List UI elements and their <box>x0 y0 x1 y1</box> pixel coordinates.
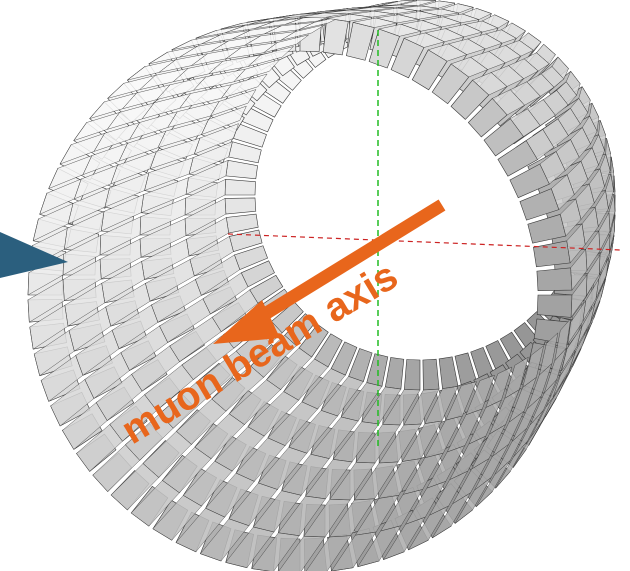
detector-tile <box>76 424 123 472</box>
detector-stave-band <box>99 6 611 501</box>
detector-tile <box>225 526 275 568</box>
side-pointer-arrow <box>0 232 68 278</box>
detector-tile <box>29 304 69 350</box>
detector-tile <box>171 34 221 51</box>
detector-tile <box>570 248 588 291</box>
detector-tile <box>551 174 575 211</box>
beam-arrow-head <box>213 300 280 344</box>
detector-tile <box>536 294 573 318</box>
detector-tile <box>107 75 156 99</box>
detector-tile <box>175 507 226 553</box>
detector-tile <box>152 495 202 541</box>
detector-tile <box>148 45 198 65</box>
detector-tile <box>32 202 74 242</box>
detector-stave-band <box>184 0 616 426</box>
detector-tile <box>422 358 440 391</box>
detector-tile <box>536 267 573 292</box>
detector-tile <box>39 178 82 215</box>
detector-tile <box>326 14 372 22</box>
detector-tile <box>220 18 270 30</box>
detector-tile <box>454 477 492 524</box>
detector-tile <box>92 444 141 492</box>
detector-tile <box>384 357 405 390</box>
detector-tile <box>130 480 180 527</box>
detector-tile <box>33 330 75 377</box>
x-axis-line <box>227 233 621 251</box>
detector-tile <box>570 274 588 319</box>
detector-tile <box>278 535 326 571</box>
detector-tile <box>199 518 250 562</box>
detector-tile <box>127 59 176 81</box>
detector-tile <box>225 213 259 234</box>
detector-tile <box>472 72 508 96</box>
detector-tile <box>525 129 555 160</box>
detector-tile <box>427 43 468 62</box>
detector-tile <box>27 279 65 323</box>
detector-tile <box>331 531 377 571</box>
detector-tile <box>305 535 352 571</box>
detector-tile <box>407 505 450 551</box>
detector-tile <box>224 197 257 215</box>
beam-arrow-shaft <box>248 199 446 328</box>
detector-tile <box>382 516 426 561</box>
detector-tile <box>62 402 108 450</box>
detector-tile <box>110 463 160 511</box>
detector-tile <box>88 92 138 120</box>
detector-tile <box>224 178 256 196</box>
detector-tile <box>552 350 576 397</box>
detector-tile <box>299 12 347 19</box>
detector-tile <box>533 240 571 268</box>
detector-tile <box>495 441 528 489</box>
detector-tile <box>251 532 300 571</box>
detector-tile <box>513 420 544 468</box>
detector-tile <box>273 12 321 19</box>
detector-tile <box>225 159 258 180</box>
detector-tile <box>59 132 106 165</box>
detector-rings <box>27 0 616 571</box>
detector-tile <box>475 460 511 507</box>
detector-tile <box>378 24 422 37</box>
detector-tile <box>560 198 582 237</box>
detector-tile <box>322 17 349 56</box>
detector-tile <box>491 89 525 116</box>
detector-tile <box>195 25 245 39</box>
detector-tile <box>403 32 446 48</box>
detector-tile <box>353 17 397 28</box>
detector-tile <box>509 108 541 137</box>
detector-tile <box>539 151 566 185</box>
detector-tile <box>48 155 93 190</box>
detector-stave-band <box>62 9 601 538</box>
detector-tile <box>403 359 421 391</box>
detector-tile <box>40 355 84 402</box>
detector-tile <box>73 111 121 142</box>
detector-tile <box>357 525 402 568</box>
detector-tile <box>566 223 586 264</box>
detector-tile <box>567 300 586 345</box>
beam-arrow <box>213 199 446 344</box>
detector-bore <box>317 147 473 263</box>
detector-tile <box>432 492 471 539</box>
detector-tile <box>561 325 583 372</box>
detector-tile <box>438 356 459 390</box>
detector-tile <box>450 56 489 78</box>
detector-tile <box>50 379 95 427</box>
